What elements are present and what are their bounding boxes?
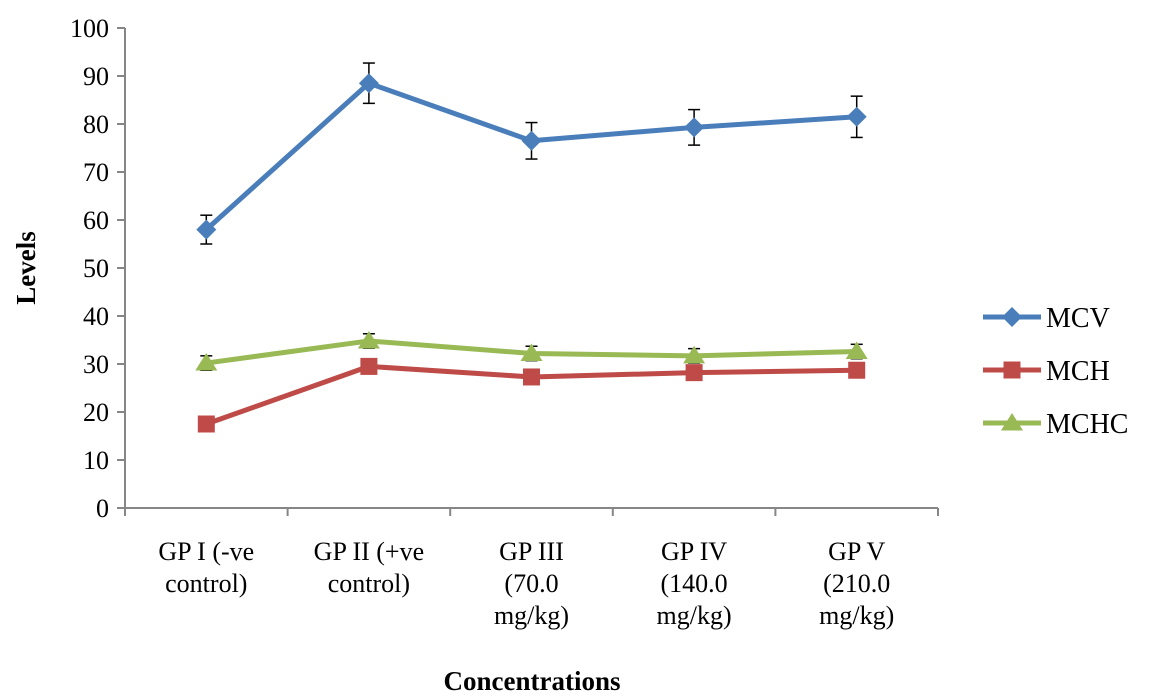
y-tick-label: 10	[83, 446, 109, 475]
x-category-label-line: control)	[165, 569, 247, 598]
y-tick-label: 60	[83, 206, 109, 235]
y-tick-label: 90	[83, 62, 109, 91]
y-tick-label: 70	[83, 158, 109, 187]
x-category-label: GP I (-ve control)	[158, 537, 254, 598]
y-ticks: 0 10 20 30 40 50 60 70 80 90 100	[70, 14, 125, 523]
y-axis-title: Levels	[11, 231, 41, 305]
legend-item: MCHC	[983, 409, 1128, 440]
x-category-label-line: (210.0	[823, 569, 890, 598]
data-point	[523, 368, 540, 386]
data-point	[197, 415, 215, 433]
data-point	[683, 345, 706, 364]
x-category-label: GP IV (140.0 mg/kg)	[657, 537, 732, 630]
data-point	[195, 353, 218, 371]
x-category-label-line: GP II (+ve	[314, 537, 424, 566]
data-point	[358, 73, 379, 94]
series-group	[195, 62, 868, 433]
x-category-label-line: (70.0	[504, 569, 558, 598]
legend-label: MCH	[1046, 356, 1110, 387]
y-tick-label: 80	[83, 110, 109, 139]
legend-label: MCHC	[1046, 409, 1128, 440]
x-category-label-line: control)	[328, 569, 410, 598]
y-tick-label: 30	[83, 350, 109, 379]
legend-marker	[1001, 413, 1023, 431]
x-category-label: GP III (70.0 mg/kg)	[494, 537, 569, 630]
y-tick-label: 0	[96, 494, 109, 523]
data-point	[521, 130, 542, 151]
x-category-label-line: GP I (-ve	[158, 537, 254, 566]
y-tick-label: 100	[70, 14, 109, 43]
y-tick-label: 20	[83, 398, 109, 427]
legend-marker	[1003, 361, 1021, 379]
axes	[124, 28, 938, 509]
data-point	[848, 361, 866, 379]
data-point	[360, 357, 378, 375]
data-point	[846, 106, 867, 127]
data-point	[845, 341, 868, 360]
legend-marker	[1002, 307, 1022, 327]
x-ticks: GP I (-ve control)GP II (+ve control)GP II…	[124, 508, 939, 630]
series-mch	[197, 357, 866, 433]
series-mchc	[195, 330, 868, 371]
legend-item: MCH	[983, 356, 1110, 387]
x-category-label: GP V (210.0 mg/kg)	[819, 537, 894, 630]
y-tick-label: 50	[83, 254, 109, 283]
x-category-label-line: mg/kg)	[657, 601, 732, 630]
data-point	[684, 117, 705, 138]
legend-label: MCV	[1046, 303, 1110, 334]
data-point	[357, 330, 380, 349]
x-category-label: GP II (+ve control)	[314, 537, 424, 598]
x-category-label-line: (140.0	[661, 569, 728, 598]
data-point	[196, 219, 217, 240]
series-mcv	[196, 62, 867, 245]
x-category-label-line: mg/kg)	[494, 601, 569, 630]
x-category-label-line: GP III	[499, 537, 564, 566]
data-point	[520, 343, 543, 361]
x-category-label-line: GP V	[828, 537, 885, 566]
x-axis-title: Concentrations	[444, 666, 621, 696]
x-category-label-line: GP IV	[661, 537, 727, 566]
legend: MCV MCH MCHC	[983, 303, 1128, 440]
x-category-label-line: mg/kg)	[819, 601, 894, 630]
legend-item: MCV	[983, 303, 1110, 334]
y-tick-label: 40	[83, 302, 109, 331]
data-point	[685, 364, 703, 382]
